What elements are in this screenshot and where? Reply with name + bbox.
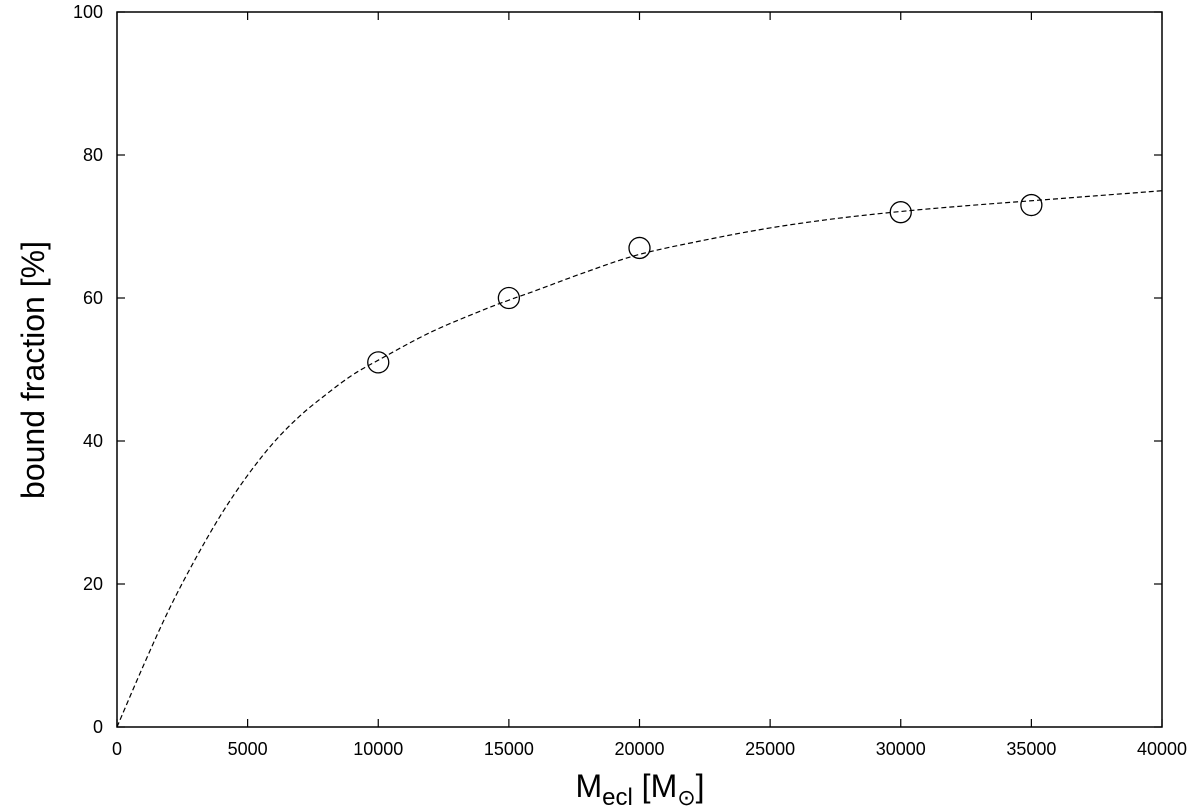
y-tick-label: 100 [73, 2, 103, 22]
y-tick-label: 0 [93, 717, 103, 737]
x-axis-title-main: M [575, 768, 602, 804]
x-axis-title-unit-close: ] [696, 768, 705, 804]
sun-symbol-icon: ⊙ [677, 785, 695, 807]
fit-curve-layer [116, 190, 1163, 728]
x-axis-title-unit-open: [M [633, 768, 677, 804]
x-tick-label: 30000 [876, 739, 926, 759]
x-tick-label: 20000 [614, 739, 664, 759]
data-point [367, 351, 390, 374]
x-axis-title: Mecl [M⊙] [575, 768, 704, 807]
x-tick-label: 35000 [1006, 739, 1056, 759]
x-tick-label: 25000 [745, 739, 795, 759]
fit-curve [116, 190, 1163, 728]
data-point [1020, 193, 1043, 217]
y-tick-label: 40 [83, 431, 103, 451]
y-tick-label: 80 [83, 145, 103, 165]
y-tick-label: 20 [83, 574, 103, 594]
y-ticks: 0 20 40 60 80 100 [73, 2, 1162, 737]
y-tick-label: 60 [83, 288, 103, 308]
x-axis-title-subscript: ecl [602, 784, 633, 807]
x-tick-label: 10000 [353, 739, 403, 759]
plot-frame [116, 11, 1163, 728]
data-point [628, 236, 651, 260]
data-points-layer [367, 193, 1043, 374]
x-ticks: 0 5000 10000 15000 20000 25000 30000 35000 40000 [112, 12, 1187, 759]
x-tick-label: 15000 [484, 739, 534, 759]
x-tick-label: 0 [112, 739, 122, 759]
data-point [497, 286, 521, 310]
y-axis-title: bound fraction [%] [15, 241, 51, 499]
data-point [889, 201, 912, 224]
x-tick-label: 40000 [1137, 739, 1187, 759]
x-tick-label: 5000 [228, 739, 268, 759]
